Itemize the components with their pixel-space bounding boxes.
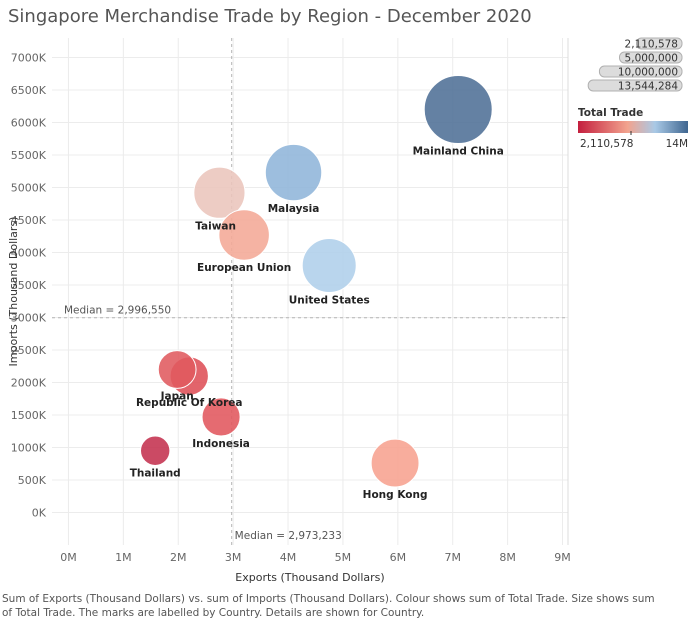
point-label: Japan (160, 390, 194, 402)
axes: 0K 500K 1000K 1500K 2000K 2500K 3000K 3500K 4000… (7, 38, 571, 584)
grid (52, 38, 568, 545)
point-label: European Union (197, 262, 291, 274)
x-tick-label: 0M (60, 551, 77, 564)
color-legend-gradient (578, 121, 688, 133)
y-tick-label: 4500K (11, 214, 47, 227)
size-legend-bar (598, 65, 683, 78)
x-tick-label: 4M (280, 551, 297, 564)
point-label: Hong Kong (363, 489, 428, 501)
y-tick-label: 500K (18, 474, 47, 487)
y-tick-label: 1500K (11, 409, 47, 422)
point-labels: Mainland China Malaysia Taiwan European Uni… (130, 146, 504, 502)
y-tick-label: 4000K (11, 247, 47, 260)
bubble-japan (157, 350, 197, 389)
x-tick-label: 3M (225, 551, 242, 564)
legends: 2,110,578 5,000,000 10,000,000 13,544,284 To… (578, 37, 688, 150)
point-label: Indonesia (192, 438, 250, 450)
chart-caption: Sum of Exports (Thousand Dollars) vs. su… (2, 593, 655, 619)
bubble-thailand (140, 435, 171, 466)
point-label: Taiwan (195, 220, 236, 232)
y-tick-label: 0K (32, 507, 47, 520)
color-legend-title: Total Trade (578, 107, 643, 119)
size-legend-bar (635, 37, 683, 50)
bubble-malaysia (264, 143, 323, 202)
y-tick-label: 3000K (11, 312, 47, 325)
y-tick-label: 5000K (11, 182, 47, 195)
x-tick-label: 9M (554, 551, 571, 564)
y-tick-label: 6500K (11, 84, 47, 97)
chart-title: Singapore Merchandise Trade by Region - … (8, 6, 532, 27)
point-label: Thailand (130, 467, 181, 479)
size-legend-label: 5,000,000 (625, 53, 678, 65)
bubble-indonesia (201, 397, 241, 437)
y-tick-label: 5500K (11, 149, 47, 162)
point-label: Republic Of Korea (136, 397, 243, 409)
bubble-united-states (301, 237, 357, 294)
x-tick-label: 8M (499, 551, 516, 564)
x-tick-label: 2M (170, 551, 187, 564)
y-tick-label: 7000K (11, 52, 47, 65)
y-tick-label: 2000K (11, 377, 47, 390)
y-tick-label: 2500K (11, 344, 47, 357)
bubble-european-union (218, 209, 270, 261)
bubble-hong-kong (370, 438, 420, 488)
bubble-mainland-china (423, 75, 493, 144)
size-legend-label: 13,544,284 (618, 81, 678, 93)
size-legend-bar (587, 79, 683, 92)
data-points (140, 75, 493, 488)
y-tick-label: 1000K (11, 442, 47, 455)
point-label: Malaysia (268, 203, 320, 215)
x-axis-title: Exports (Thousand Dollars) (235, 571, 384, 584)
bubble-taiwan (193, 166, 246, 219)
color-legend-min: 2,110,578 (580, 138, 633, 150)
x-tick-label: 1M (115, 551, 132, 564)
size-legend-label: 10,000,000 (618, 67, 678, 79)
y-tick-label: 6000K (11, 117, 47, 130)
size-legend-bar (619, 51, 683, 64)
point-label: Mainland China (413, 146, 504, 158)
color-legend-max: 14M (666, 138, 688, 150)
y-axis-title: Imports (Thousand Dollars) (7, 217, 20, 367)
x-tick-label: 5M (335, 551, 352, 564)
x-tick-label: 7M (444, 551, 461, 564)
x-tick-label: 6M (390, 551, 407, 564)
point-label: United States (289, 295, 370, 307)
y-median-label: Median = 2,996,550 (64, 305, 171, 317)
x-median-label: Median = 2,973,233 (235, 530, 342, 542)
size-legend-label: 2,110,578 (625, 39, 678, 51)
y-tick-label: 3500K (11, 279, 47, 292)
median-reference-lines: Median = 2,973,233 Median = 2,996,550 (52, 38, 568, 545)
